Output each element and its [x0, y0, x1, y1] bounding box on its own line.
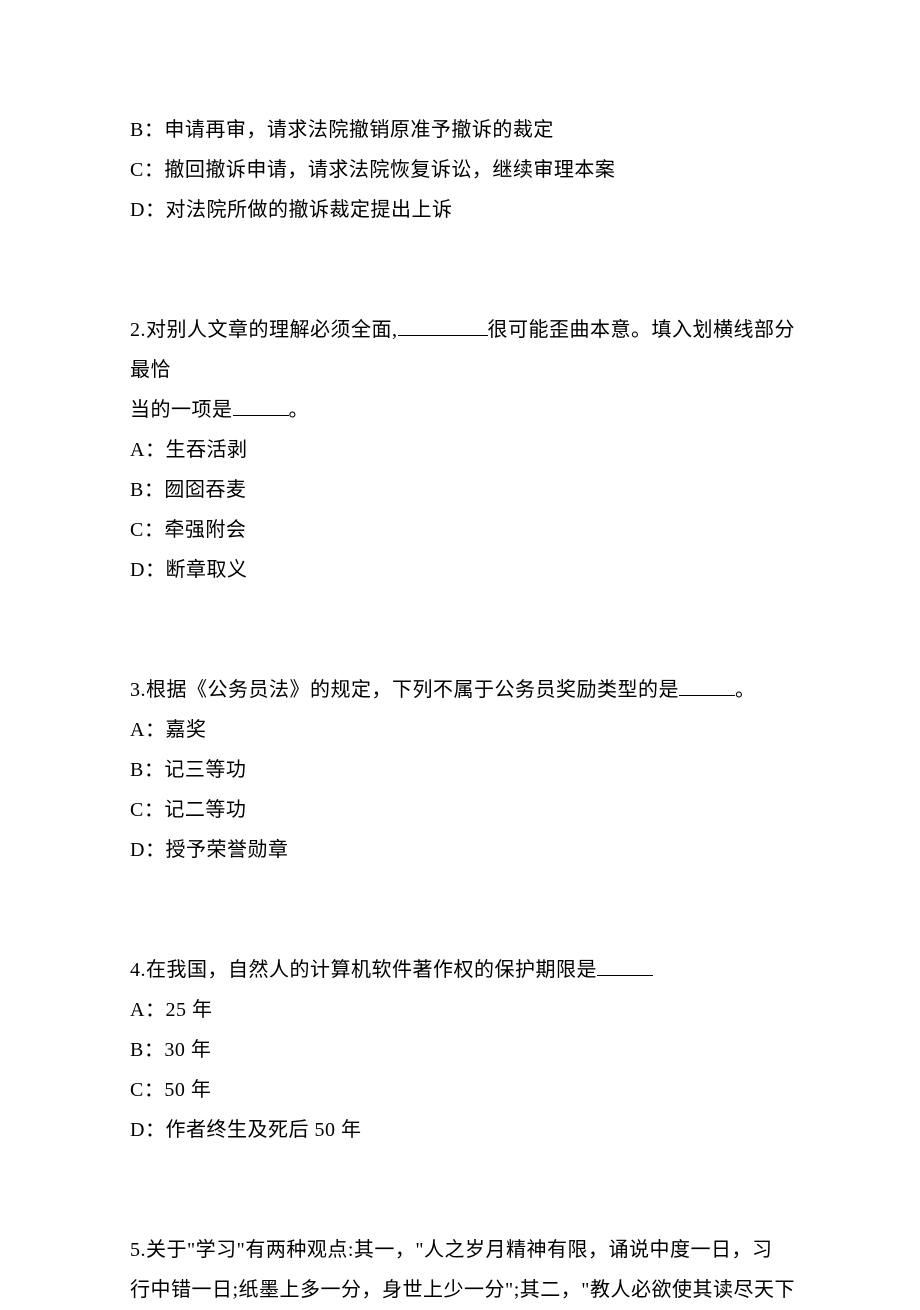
q2-option-b: B：囫囵吞麦: [130, 470, 800, 510]
q4-option-a: A：25 年: [130, 990, 800, 1030]
q2-stem-line-1: 2.对别人文章的理解必须全面,很可能歪曲本意。填入划横线部分最恰: [130, 310, 800, 390]
q3-blank: [679, 695, 735, 696]
q4-stem: 4.在我国，自然人的计算机软件著作权的保护期限是: [130, 950, 800, 990]
q2-option-c: C：牵强附会: [130, 510, 800, 550]
question-3: 3.根据《公务员法》的规定，下列不属于公务员奖励类型的是 。 A：嘉奖 B：记三等…: [130, 670, 800, 870]
q3-stem-part-1: 3.根据《公务员法》的规定，下列不属于公务员奖励类型的是: [130, 679, 679, 701]
q5-line-2: 行中错一日;纸墨上多一分，身世上少一分";其二，"教人必欲使其读尽天下: [130, 1270, 800, 1310]
question-2: 2.对别人文章的理解必须全面,很可能歪曲本意。填入划横线部分最恰 当的一项是。 …: [130, 310, 800, 590]
q2-stem-line-2: 当的一项是 。: [130, 390, 800, 430]
q5-line-1: 5.关于"学习"有两种观点:其一，"人之岁月精神有限，诵说中度一日，习: [130, 1230, 800, 1270]
q3-option-c: C：记二等功: [130, 790, 800, 830]
document-body: B：申请再审，请求法院撤销原准予撤诉的裁定 C：撤回撤诉申请，请求法院恢复诉讼，…: [130, 110, 800, 1310]
q3-option-b: B：记三等功: [130, 750, 800, 790]
question-5: 5.关于"学习"有两种观点:其一，"人之岁月精神有限，诵说中度一日，习 行中错一…: [130, 1230, 800, 1310]
q3-option-a: A：嘉奖: [130, 710, 800, 750]
q2-option-a: A：生吞活剥: [130, 430, 800, 470]
q4-option-b: B：30 年: [130, 1030, 800, 1070]
q4-blank: [597, 975, 653, 976]
q2-blank-2: [233, 415, 289, 416]
q4-option-c: C：50 年: [130, 1070, 800, 1110]
q4-option-d: D：作者终生及死后 50 年: [130, 1110, 800, 1150]
q4-stem-part-1: 4.在我国，自然人的计算机软件著作权的保护期限是: [130, 959, 597, 981]
q2-option-d: D：断章取义: [130, 550, 800, 590]
q2-stem-part-1: 2.对别人文章的理解必须全面,: [130, 319, 398, 341]
q3-option-d: D：授予荣誉勋章: [130, 830, 800, 870]
q2-blank-1: [398, 335, 488, 336]
q1-option-c: C：撤回撤诉申请，请求法院恢复诉讼，继续审理本案: [130, 150, 800, 190]
q1-option-d: D：对法院所做的撤诉裁定提出上诉: [130, 190, 800, 230]
q3-stem: 3.根据《公务员法》的规定，下列不属于公务员奖励类型的是 。: [130, 670, 800, 710]
q2-stem-part-3: 当的一项是: [130, 399, 233, 421]
q2-stem-part-4: 。: [289, 399, 310, 421]
question-4: 4.在我国，自然人的计算机软件著作权的保护期限是 A：25 年 B：30 年 C…: [130, 950, 800, 1150]
question-1: B：申请再审，请求法院撤销原准予撤诉的裁定 C：撤回撤诉申请，请求法院恢复诉讼，…: [130, 110, 800, 230]
q3-stem-part-2: 。: [735, 679, 756, 701]
q1-option-b: B：申请再审，请求法院撤销原准予撤诉的裁定: [130, 110, 800, 150]
